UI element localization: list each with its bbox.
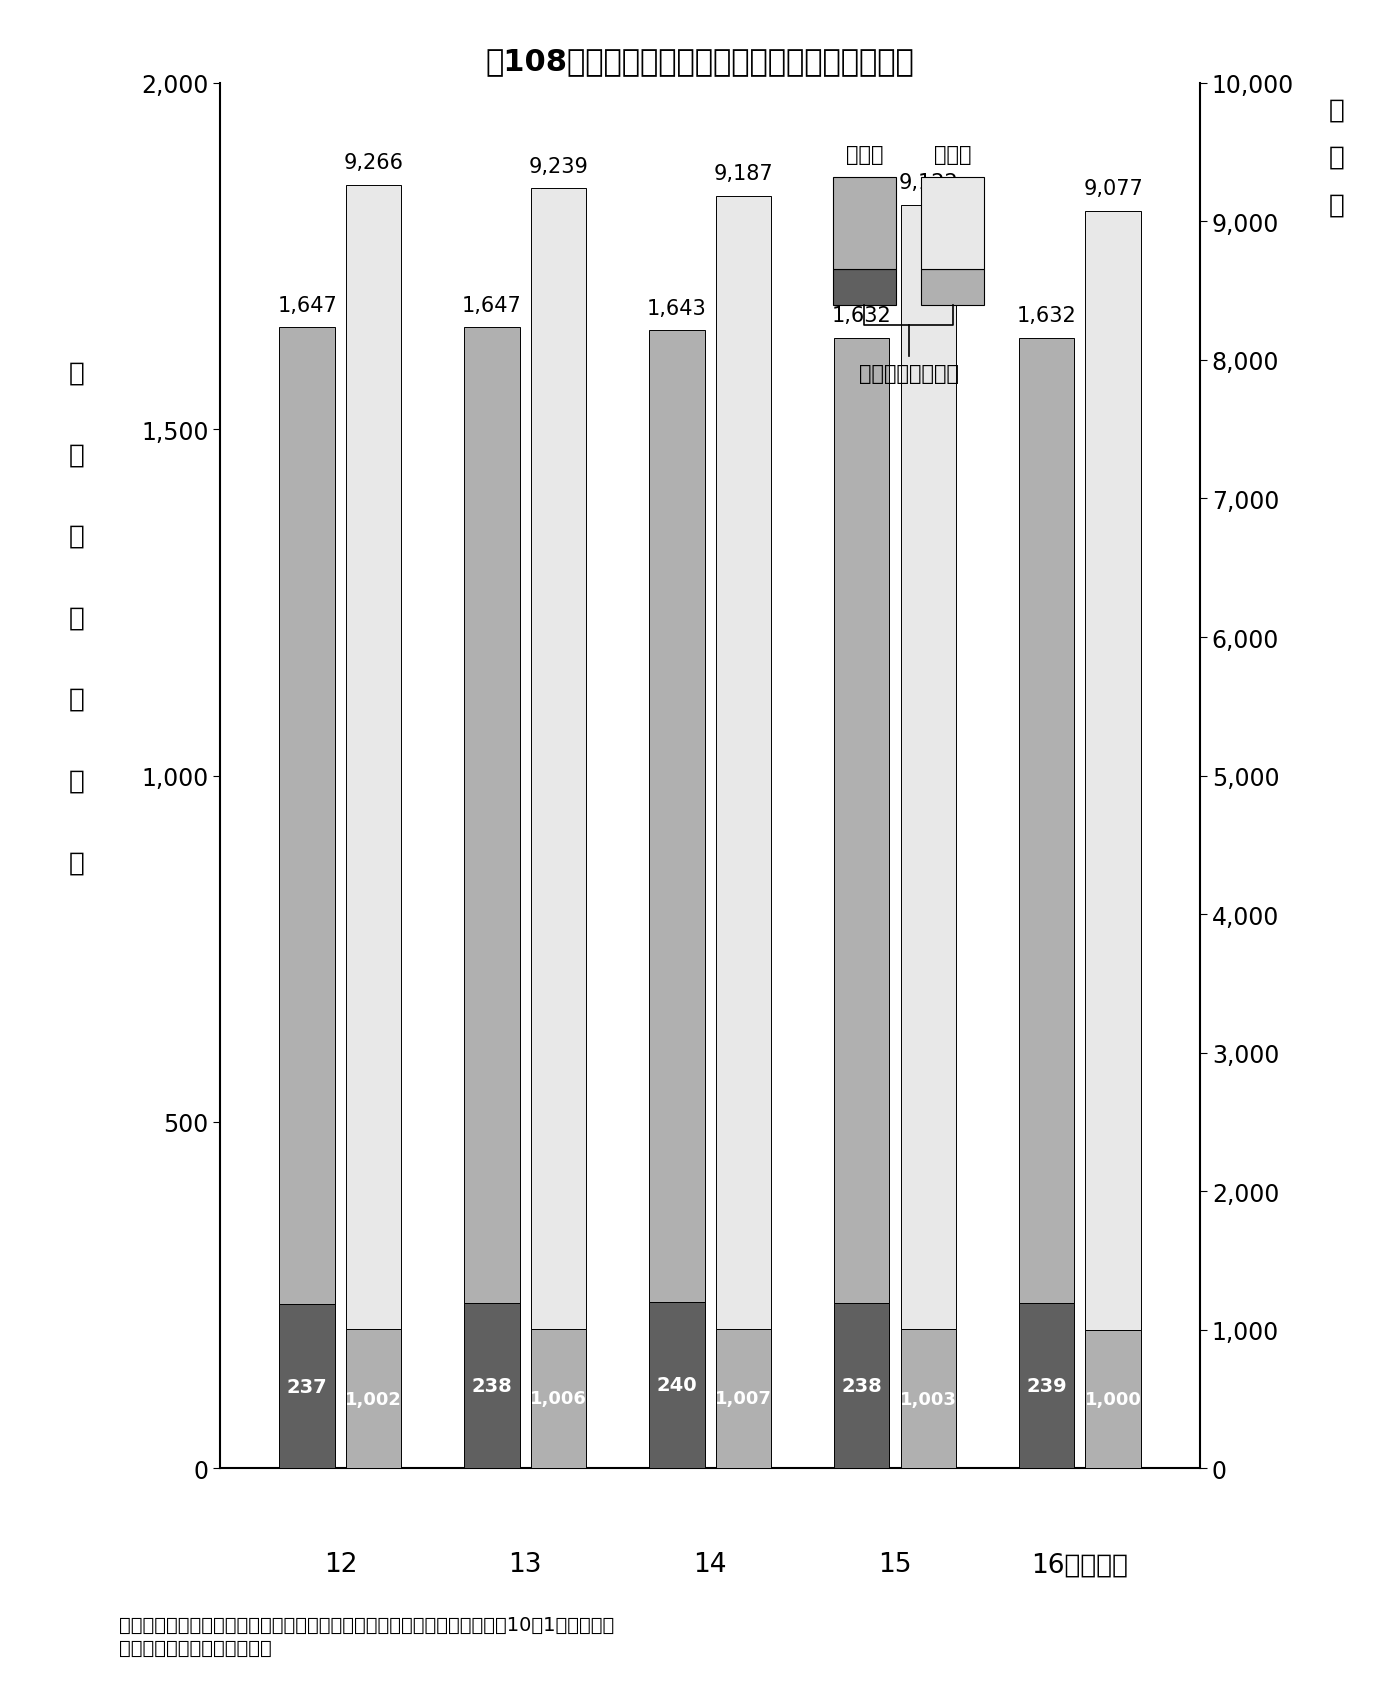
Text: 238: 238 xyxy=(841,1377,882,1396)
Text: 病床数: 病床数 xyxy=(846,144,883,165)
Text: 1,002: 1,002 xyxy=(346,1391,402,1408)
Text: 240: 240 xyxy=(657,1375,697,1394)
Text: うち自治体病院分: うち自治体病院分 xyxy=(858,363,959,384)
Text: （: （ xyxy=(69,604,85,632)
Text: 237: 237 xyxy=(287,1377,328,1396)
Text: 12: 12 xyxy=(323,1552,357,1577)
Bar xyxy=(1085,212,1141,1330)
Text: 病: 病 xyxy=(1329,97,1345,124)
Bar xyxy=(531,1330,587,1469)
Bar xyxy=(900,205,956,1330)
Text: 床: 床 xyxy=(69,441,85,469)
Text: 病: 病 xyxy=(69,360,85,387)
Text: 9,239: 9,239 xyxy=(529,156,588,177)
Text: 数: 数 xyxy=(69,523,85,550)
Text: 病院数: 病院数 xyxy=(934,144,972,165)
Text: 1,007: 1,007 xyxy=(715,1389,771,1408)
Text: 第108図　全国の病院に占める自治体病院の地位: 第108図 全国の病院に占める自治体病院の地位 xyxy=(486,48,914,76)
Text: 16（年度）: 16（年度） xyxy=(1032,1552,1128,1577)
Bar xyxy=(280,1304,335,1469)
Text: 9,122: 9,122 xyxy=(899,173,958,194)
Bar xyxy=(650,331,704,1302)
Text: 院: 院 xyxy=(1329,144,1345,171)
Text: 238: 238 xyxy=(472,1377,512,1396)
Bar xyxy=(465,1304,519,1469)
Bar xyxy=(715,1330,771,1469)
Text: 13: 13 xyxy=(508,1552,542,1577)
Text: 239: 239 xyxy=(1026,1375,1067,1396)
Bar xyxy=(650,1302,704,1469)
Text: 床: 床 xyxy=(69,767,85,795)
Bar xyxy=(1019,338,1074,1302)
Bar xyxy=(900,1330,956,1469)
Bar xyxy=(1019,1302,1074,1469)
Text: 1,000: 1,000 xyxy=(1085,1391,1141,1408)
Text: 1,003: 1,003 xyxy=(900,1389,956,1408)
Text: 1,632: 1,632 xyxy=(1016,306,1077,326)
Text: 1,647: 1,647 xyxy=(462,295,522,316)
Text: 9,187: 9,187 xyxy=(714,165,773,183)
Text: 1,643: 1,643 xyxy=(647,299,707,319)
Bar xyxy=(346,1330,402,1469)
Text: を基にした数である。: を基にした数である。 xyxy=(119,1639,272,1657)
Text: ）: ） xyxy=(69,849,85,876)
Text: 数: 数 xyxy=(1329,192,1345,219)
Bar xyxy=(715,197,771,1330)
Text: 1,632: 1,632 xyxy=(832,306,892,326)
Text: 9,266: 9,266 xyxy=(344,153,403,173)
Text: （注）　全国の病院数及び病床数は、厚生労働省「医療施設調査（各年度10月1日現在）」: （注） 全国の病院数及び病床数は、厚生労働省「医療施設調査（各年度10月1日現在… xyxy=(119,1615,615,1633)
Text: 1,006: 1,006 xyxy=(531,1389,587,1408)
Text: 14: 14 xyxy=(693,1552,727,1577)
Bar xyxy=(280,328,335,1304)
Text: 15: 15 xyxy=(878,1552,911,1577)
Text: 1,647: 1,647 xyxy=(277,295,337,316)
Bar xyxy=(465,328,519,1304)
Bar xyxy=(1085,1330,1141,1469)
Bar xyxy=(834,338,889,1304)
Bar xyxy=(834,1304,889,1469)
Text: 千: 千 xyxy=(69,686,85,713)
Bar xyxy=(346,185,402,1330)
Bar xyxy=(531,188,587,1330)
Text: 9,077: 9,077 xyxy=(1084,180,1142,199)
